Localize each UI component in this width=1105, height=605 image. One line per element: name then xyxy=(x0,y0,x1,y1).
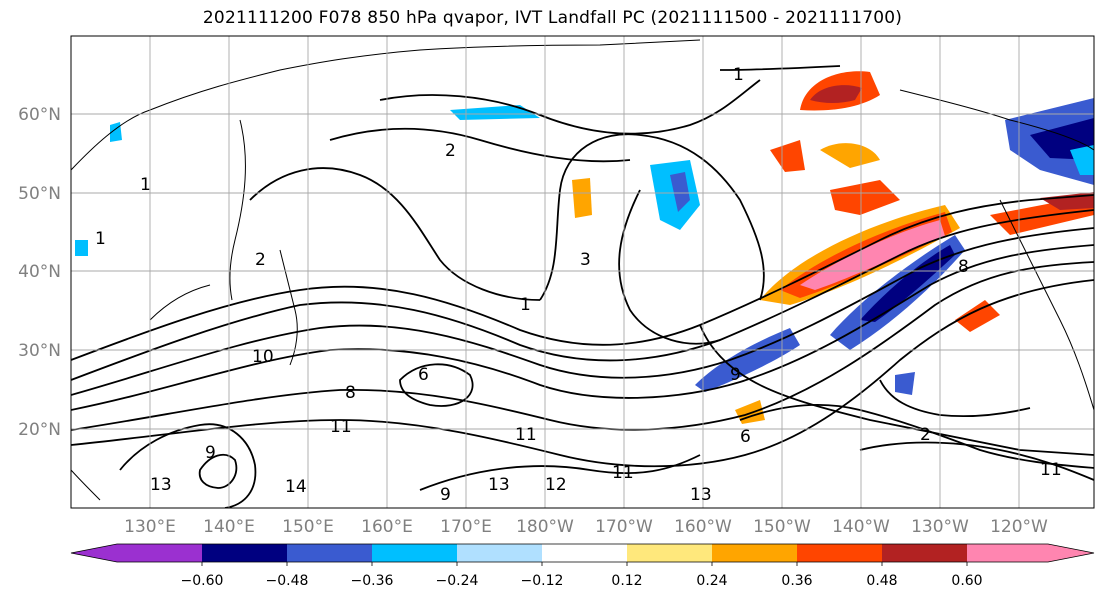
contour-label: 9 xyxy=(440,485,451,505)
contour-label: 6 xyxy=(418,365,429,385)
contour-label: 6 xyxy=(740,427,751,447)
colorbar-ticks xyxy=(201,562,968,566)
contour-label: 12 xyxy=(545,475,567,495)
colorbar-segment xyxy=(627,544,712,562)
lat-label: 20°N xyxy=(18,420,61,440)
contour-label: 1 xyxy=(520,295,531,315)
colorbar-tick-label: 0.24 xyxy=(696,573,727,589)
lon-label: 140°E xyxy=(203,517,255,537)
contour-label: 3 xyxy=(580,250,591,270)
contour-label: 1 xyxy=(95,229,106,249)
colorbar-segment xyxy=(372,544,457,562)
contour-label: 13 xyxy=(150,475,172,495)
colorbar-segment xyxy=(202,544,287,562)
colorbar-segment xyxy=(882,544,967,562)
lat-label: 50°N xyxy=(18,184,61,204)
colorbar-segment xyxy=(542,544,627,562)
colorbar-segment xyxy=(712,544,797,562)
lon-label: 170°E xyxy=(440,517,492,537)
lon-label: 130°E xyxy=(124,517,176,537)
colorbar-tick-label: 0.60 xyxy=(951,573,982,589)
contour-label: 11 xyxy=(330,417,352,437)
contour-label: 9 xyxy=(205,443,216,463)
lon-label: 150°E xyxy=(282,517,334,537)
colorbar-tick-label: −0.36 xyxy=(351,573,394,589)
map-content: 1 1 2 1 2 10 6 8 9 11 11 13 14 9 13 12 1… xyxy=(71,36,1094,508)
colorbar-tick-label: −0.48 xyxy=(266,573,309,589)
colorbar-segment xyxy=(71,544,202,562)
colorbar-tick-label: −0.24 xyxy=(436,573,479,589)
contour-label: 14 xyxy=(285,477,307,497)
colorbar-tick-label: −0.60 xyxy=(181,573,224,589)
longitude-labels: 130°E 140°E 150°E 160°E 170°E 180°W 170°… xyxy=(124,517,1048,537)
colorbar-tick-label: −0.12 xyxy=(521,573,564,589)
contour-label: 1 xyxy=(733,65,744,85)
lat-label: 60°N xyxy=(18,105,61,125)
lon-label: 170°W xyxy=(595,517,653,537)
latitude-labels: 60°N 50°N 40°N 30°N 20°N xyxy=(18,105,61,440)
colorbar-segment xyxy=(967,544,1094,562)
negative-anomaly-shading xyxy=(75,98,1094,395)
contour-label: 10 xyxy=(252,347,274,367)
colorbar-tick-labels: −0.60 −0.48 −0.36 −0.24 −0.12 0.12 0.24 … xyxy=(181,573,983,589)
contour-label: 11 xyxy=(612,463,634,483)
contour-label: 11 xyxy=(1040,460,1062,480)
lon-label: 160°W xyxy=(674,517,732,537)
map-title: 2021111200 F078 850 hPa qvapor, IVT Land… xyxy=(202,8,903,28)
positive-anomaly-shading xyxy=(572,71,1094,424)
lon-label: 130°W xyxy=(911,517,969,537)
contour-label: 1 xyxy=(140,175,151,195)
contour-label: 2 xyxy=(255,250,266,270)
contour-label: 11 xyxy=(515,425,537,445)
colorbar-outline xyxy=(70,543,1095,563)
contour-label: 13 xyxy=(488,475,510,495)
contour-label: 2 xyxy=(445,141,456,161)
lon-label: 180°W xyxy=(516,517,574,537)
colorbar-segment xyxy=(457,544,542,562)
lon-label: 160°E xyxy=(361,517,413,537)
lat-label: 30°N xyxy=(18,341,61,361)
contour-labels: 1 1 2 1 2 10 6 8 9 11 11 13 14 9 13 12 1… xyxy=(95,65,1062,505)
colorbar-tick-label: 0.12 xyxy=(611,573,642,589)
colorbar: −0.60 −0.48 −0.36 −0.24 −0.12 0.12 0.24 … xyxy=(70,543,1095,589)
lon-label: 120°W xyxy=(990,517,1048,537)
colorbar-segment xyxy=(287,544,372,562)
lat-label: 40°N xyxy=(18,262,61,282)
lon-label: 150°W xyxy=(753,517,811,537)
contour-label: 8 xyxy=(958,257,969,277)
coastlines xyxy=(71,39,1094,501)
contour-label: 9 xyxy=(730,365,741,385)
ivt-contours xyxy=(71,65,1094,508)
colorbar-segment xyxy=(797,544,882,562)
contour-label: 2 xyxy=(920,425,931,445)
contour-label: 8 xyxy=(345,383,356,403)
plot-border xyxy=(70,35,1095,509)
colorbar-tick-label: 0.36 xyxy=(781,573,812,589)
lon-label: 140°W xyxy=(832,517,890,537)
graticule xyxy=(71,36,1094,508)
contour-label: 13 xyxy=(690,485,712,505)
colorbar-tick-label: 0.48 xyxy=(866,573,897,589)
